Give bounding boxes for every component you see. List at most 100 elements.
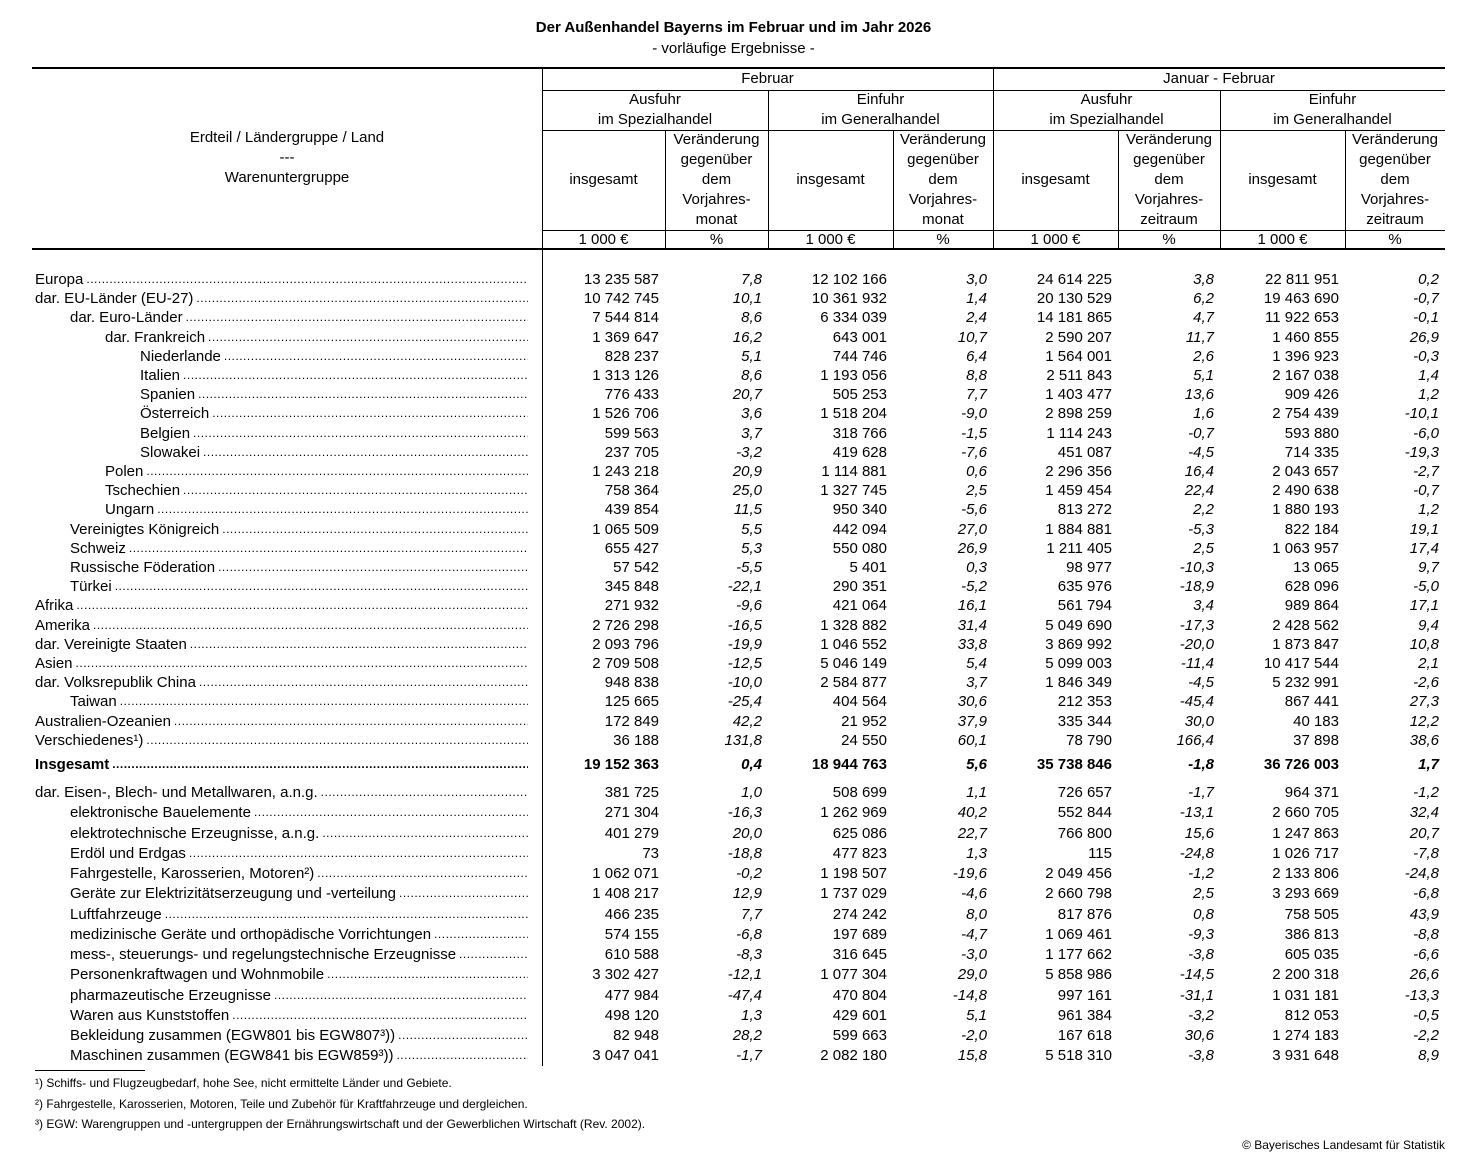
value-cell: 2 511 843 [1046, 367, 1112, 384]
value-cell: 1 873 847 [1272, 635, 1339, 653]
row-label-text: Italien [140, 367, 181, 384]
change-percent-cell: -19,9 [727, 635, 762, 653]
change-percent-cell: 42,2 [732, 712, 762, 730]
change-percent-cell: 30,6 [1184, 1027, 1214, 1044]
value-cell: 758 505 [1284, 905, 1339, 923]
row-label-text: Europa [35, 271, 84, 288]
copyright: © Bayerisches Landesamt für Statistik [1242, 1138, 1445, 1152]
unit-label: % [709, 231, 724, 248]
row-label-text: elektronische Bauelemente [70, 804, 251, 822]
change-percent-cell: 12,2 [1409, 712, 1439, 730]
row-label-text: Luftfahrzeuge [70, 905, 162, 923]
change-percent-cell: 60,1 [957, 731, 987, 749]
change-percent-cell: 29,0 [957, 966, 987, 984]
row-label: Ungarn..................................… [105, 500, 528, 519]
change-percent-cell: 37,9 [957, 712, 987, 730]
change-percent-cell: -9,3 [1188, 925, 1214, 943]
row-label: Spanien.................................… [140, 385, 528, 404]
trade-type-header: Einfuhr [856, 91, 905, 108]
value-cell: 961 384 [1057, 1006, 1112, 1024]
value-cell: 599 563 [604, 424, 659, 442]
change-percent-cell: 20,0 [732, 824, 762, 842]
change-percent-cell: -16,5 [727, 616, 762, 634]
value-cell: 24 614 225 [1036, 271, 1112, 288]
value-cell: 1 327 745 [820, 482, 887, 500]
value-cell: 950 340 [832, 501, 887, 519]
change-percent-cell: -9,6 [736, 597, 762, 615]
value-cell: 271 932 [604, 597, 659, 615]
change-percent-cell: 20,7 [1409, 824, 1439, 842]
row-label-text: Maschinen zusammen (EGW841 bis EGW859³)) [70, 1047, 394, 1065]
change-percent-cell: 1,2 [1418, 386, 1439, 404]
row-label: dar. Eisen-, Blech- und Metallwaren, a.n… [35, 783, 528, 802]
header-bottom-rule [32, 248, 1445, 250]
leader-dots: ........................................… [317, 866, 528, 880]
change-percent-cell: 3,0 [966, 271, 987, 288]
change-percent-cell: 1,7 [1418, 756, 1439, 773]
trade-type-header: im Generalhandel [1273, 111, 1392, 128]
row-label-text: Niederlande [140, 347, 221, 365]
row-label: Polen...................................… [105, 462, 528, 481]
change-percent-cell: -0,7 [1188, 424, 1214, 442]
row-label: Personenkraftwagen und Wohnmobile.......… [70, 965, 528, 984]
row-label-text: Verschiedenes¹) [35, 731, 144, 749]
leader-dots: ........................................… [208, 329, 528, 344]
change-percent-cell: 5,1 [741, 347, 762, 365]
leader-dots: ........................................… [164, 906, 528, 921]
row-label-text: Fahrgestelle, Karosserien, Motoren²) [70, 865, 315, 882]
change-percent-cell: 0,2 [1418, 271, 1439, 288]
change-percent-cell: 5,3 [741, 539, 762, 557]
measure-header: gegenüber [1359, 151, 1431, 168]
change-percent-cell: -3,0 [961, 946, 987, 963]
change-percent-cell: -1,5 [961, 424, 987, 442]
value-cell: 550 080 [832, 539, 887, 557]
change-percent-cell: 5,1 [1193, 367, 1214, 384]
value-cell: 421 064 [832, 597, 887, 615]
goods-row: Luftfahrzeuge...........................… [0, 905, 1467, 924]
change-percent-cell: 22,4 [1184, 482, 1214, 500]
change-percent-cell: 166,4 [1176, 731, 1214, 749]
change-percent-cell: -16,3 [727, 804, 762, 822]
value-cell: 271 304 [604, 804, 659, 822]
change-percent-cell: -4,5 [1188, 674, 1214, 692]
leader-dots: ........................................… [232, 1007, 528, 1022]
change-percent-cell: 2,5 [1193, 539, 1214, 557]
value-cell: 1 177 662 [1045, 946, 1112, 963]
value-cell: 1 243 218 [592, 463, 659, 480]
value-cell: 758 364 [604, 482, 659, 500]
change-percent-cell: -19,3 [1404, 443, 1439, 461]
change-percent-cell: 0,3 [966, 559, 987, 576]
row-label: Afrika..................................… [35, 596, 528, 615]
table-row: Russische Föderation....................… [0, 558, 1467, 577]
change-percent-cell: -5,6 [961, 501, 987, 519]
table-row: Tschechien..............................… [0, 481, 1467, 500]
change-percent-cell: 9,7 [1418, 559, 1439, 576]
change-percent-cell: 0,4 [741, 756, 762, 773]
value-cell: 477 823 [832, 844, 887, 862]
leader-dots: ........................................… [93, 617, 528, 632]
column-divider [893, 130, 894, 249]
leader-dots: ........................................… [114, 579, 528, 594]
change-percent-cell: 38,6 [1409, 731, 1439, 749]
value-cell: 7 544 814 [592, 309, 659, 327]
change-percent-cell: 32,4 [1409, 804, 1439, 822]
table-row: Niederlande.............................… [0, 347, 1467, 366]
table-top-rule [32, 67, 1445, 69]
table-row: Verschiedenes¹).........................… [0, 731, 1467, 750]
change-percent-cell: 3,7 [741, 424, 762, 442]
value-cell: 404 564 [832, 693, 887, 711]
row-label: Maschinen zusammen (EGW841 bis EGW859³))… [70, 1046, 528, 1065]
value-cell: 1 564 001 [1045, 347, 1112, 365]
row-label: dar. Frankreich.........................… [105, 328, 528, 347]
leader-dots: ........................................… [189, 636, 528, 651]
value-cell: 2 754 439 [1272, 405, 1339, 423]
change-percent-cell: -4,6 [961, 885, 987, 903]
value-cell: 822 184 [1284, 520, 1339, 538]
change-percent-cell: 11,7 [1185, 328, 1214, 346]
change-percent-cell: -10,0 [727, 674, 762, 692]
leader-dots: ........................................… [157, 502, 528, 517]
change-percent-cell: 1,6 [1193, 405, 1214, 423]
value-cell: 1 369 647 [592, 328, 659, 346]
change-percent-cell: -5,5 [736, 559, 762, 576]
value-cell: 744 746 [832, 347, 887, 365]
